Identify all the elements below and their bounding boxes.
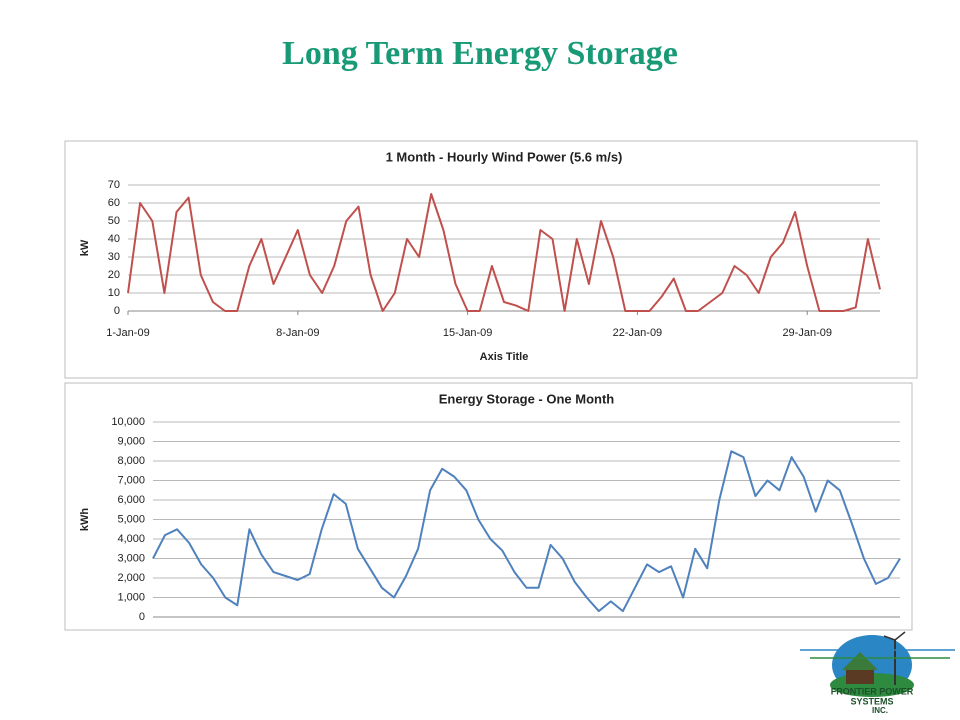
y-tick-label: 0 [139, 611, 145, 623]
logo-text: FRONTIER POWER [831, 686, 914, 696]
x-tick-label: 1-Jan-09 [106, 327, 149, 339]
y-tick-label: 10 [108, 287, 120, 299]
y-tick-label: 40 [108, 233, 120, 245]
y-tick-label: 30 [108, 251, 120, 263]
y-tick-label: 60 [108, 197, 120, 209]
y-tick-label: 9,000 [117, 435, 145, 447]
y-tick-label: 20 [108, 269, 120, 281]
chart-frame [64, 382, 913, 631]
y-tick-label: 7,000 [117, 474, 145, 486]
y-tick-label: 6,000 [117, 494, 145, 506]
logo-blade [894, 631, 906, 641]
y-tick-label: 3,000 [117, 552, 145, 564]
y-tick-label: 1,000 [117, 591, 145, 603]
y-tick-label: 5,000 [117, 513, 145, 525]
x-tick-label: 8-Jan-09 [276, 327, 319, 339]
x-tick-label: 15-Jan-09 [443, 327, 493, 339]
slide-title: Long Term Energy Storage [282, 35, 678, 72]
y-tick-label: 0 [114, 305, 120, 317]
logo-house [846, 668, 874, 684]
chart-frame [64, 140, 918, 379]
chart-title: 1 Month - Hourly Wind Power (5.6 m/s) [386, 149, 623, 164]
y-tick-label: 2,000 [117, 572, 145, 584]
y-tick-label: 70 [108, 179, 120, 191]
chart-title: Energy Storage - One Month [439, 391, 615, 406]
data-line [127, 193, 881, 312]
logo-text: SYSTEMS [850, 696, 893, 706]
y-tick-label: 50 [108, 215, 120, 227]
x-tick-label: 29-Jan-09 [782, 327, 832, 339]
y-tick-label: 10,000 [111, 416, 145, 428]
logo-text: INC. [872, 706, 888, 715]
y-axis-label: kWh [79, 508, 91, 532]
y-tick-label: 4,000 [117, 533, 145, 545]
x-axis-label: Axis Title [480, 351, 529, 363]
y-axis-label: kW [79, 239, 91, 256]
x-tick-label: 22-Jan-09 [613, 327, 663, 339]
logo: FRONTIER POWER SYSTEMS INC. [800, 631, 955, 715]
logo-roof [842, 652, 878, 670]
logo-blade [883, 635, 896, 641]
data-line [152, 450, 901, 613]
y-tick-label: 8,000 [117, 455, 145, 467]
